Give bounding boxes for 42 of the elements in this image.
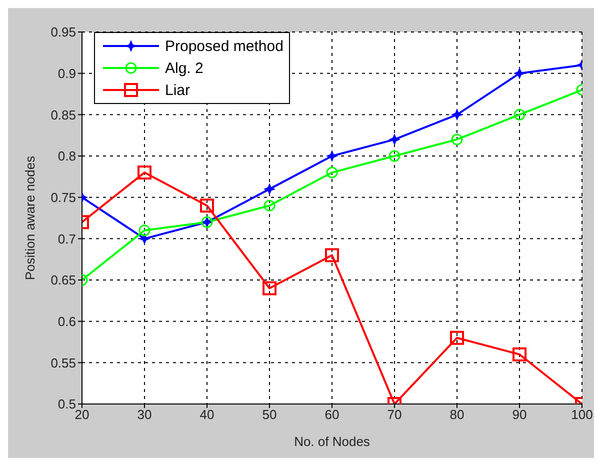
point — [264, 183, 276, 196]
point — [262, 281, 276, 296]
point — [514, 108, 526, 120]
point — [514, 67, 526, 80]
y-tick-label: 0.85 — [50, 107, 76, 122]
x-tick-label: 70 — [387, 407, 402, 422]
point — [388, 150, 400, 162]
x-tick-label: 90 — [512, 407, 527, 422]
point — [325, 248, 339, 262]
y-tick-label: 0.9 — [58, 66, 76, 81]
point — [138, 232, 150, 245]
point — [450, 330, 464, 345]
x-tick-label: 80 — [450, 407, 464, 422]
legend-label: Liar — [165, 82, 190, 98]
y-tick-label: 0.75 — [50, 190, 76, 205]
point — [512, 347, 526, 362]
x-tick-label: 40 — [200, 407, 214, 422]
point — [388, 133, 400, 146]
point — [451, 134, 463, 146]
y-tick-label: 0.65 — [50, 272, 76, 288]
y-tick-label: 0.55 — [50, 355, 76, 370]
y-tick-label: 0.7 — [58, 231, 76, 246]
legend-label: Proposed method — [165, 38, 284, 54]
point — [326, 150, 338, 162]
y-axis-title: Position aware nodes — [22, 155, 38, 280]
y-tick-label: 0.8 — [58, 148, 76, 164]
y-tick-label: 0.95 — [50, 24, 76, 40]
x-tick-label: 60 — [324, 407, 340, 422]
point — [138, 224, 150, 236]
x-tick-label: 100 — [571, 407, 593, 422]
point — [200, 198, 214, 213]
x-tick-label: 30 — [137, 407, 152, 422]
x-tick-label: 50 — [262, 407, 277, 422]
x-tick-label: 20 — [74, 407, 90, 422]
point — [326, 166, 338, 178]
point — [264, 200, 276, 212]
point — [451, 108, 463, 121]
legend-label: Alg. 2 — [165, 60, 204, 76]
point — [138, 166, 152, 180]
x-axis-title: No. of Nodes — [294, 434, 370, 449]
y-tick-label: 0.5 — [58, 396, 76, 412]
y-tick-label: 0.6 — [58, 314, 76, 329]
